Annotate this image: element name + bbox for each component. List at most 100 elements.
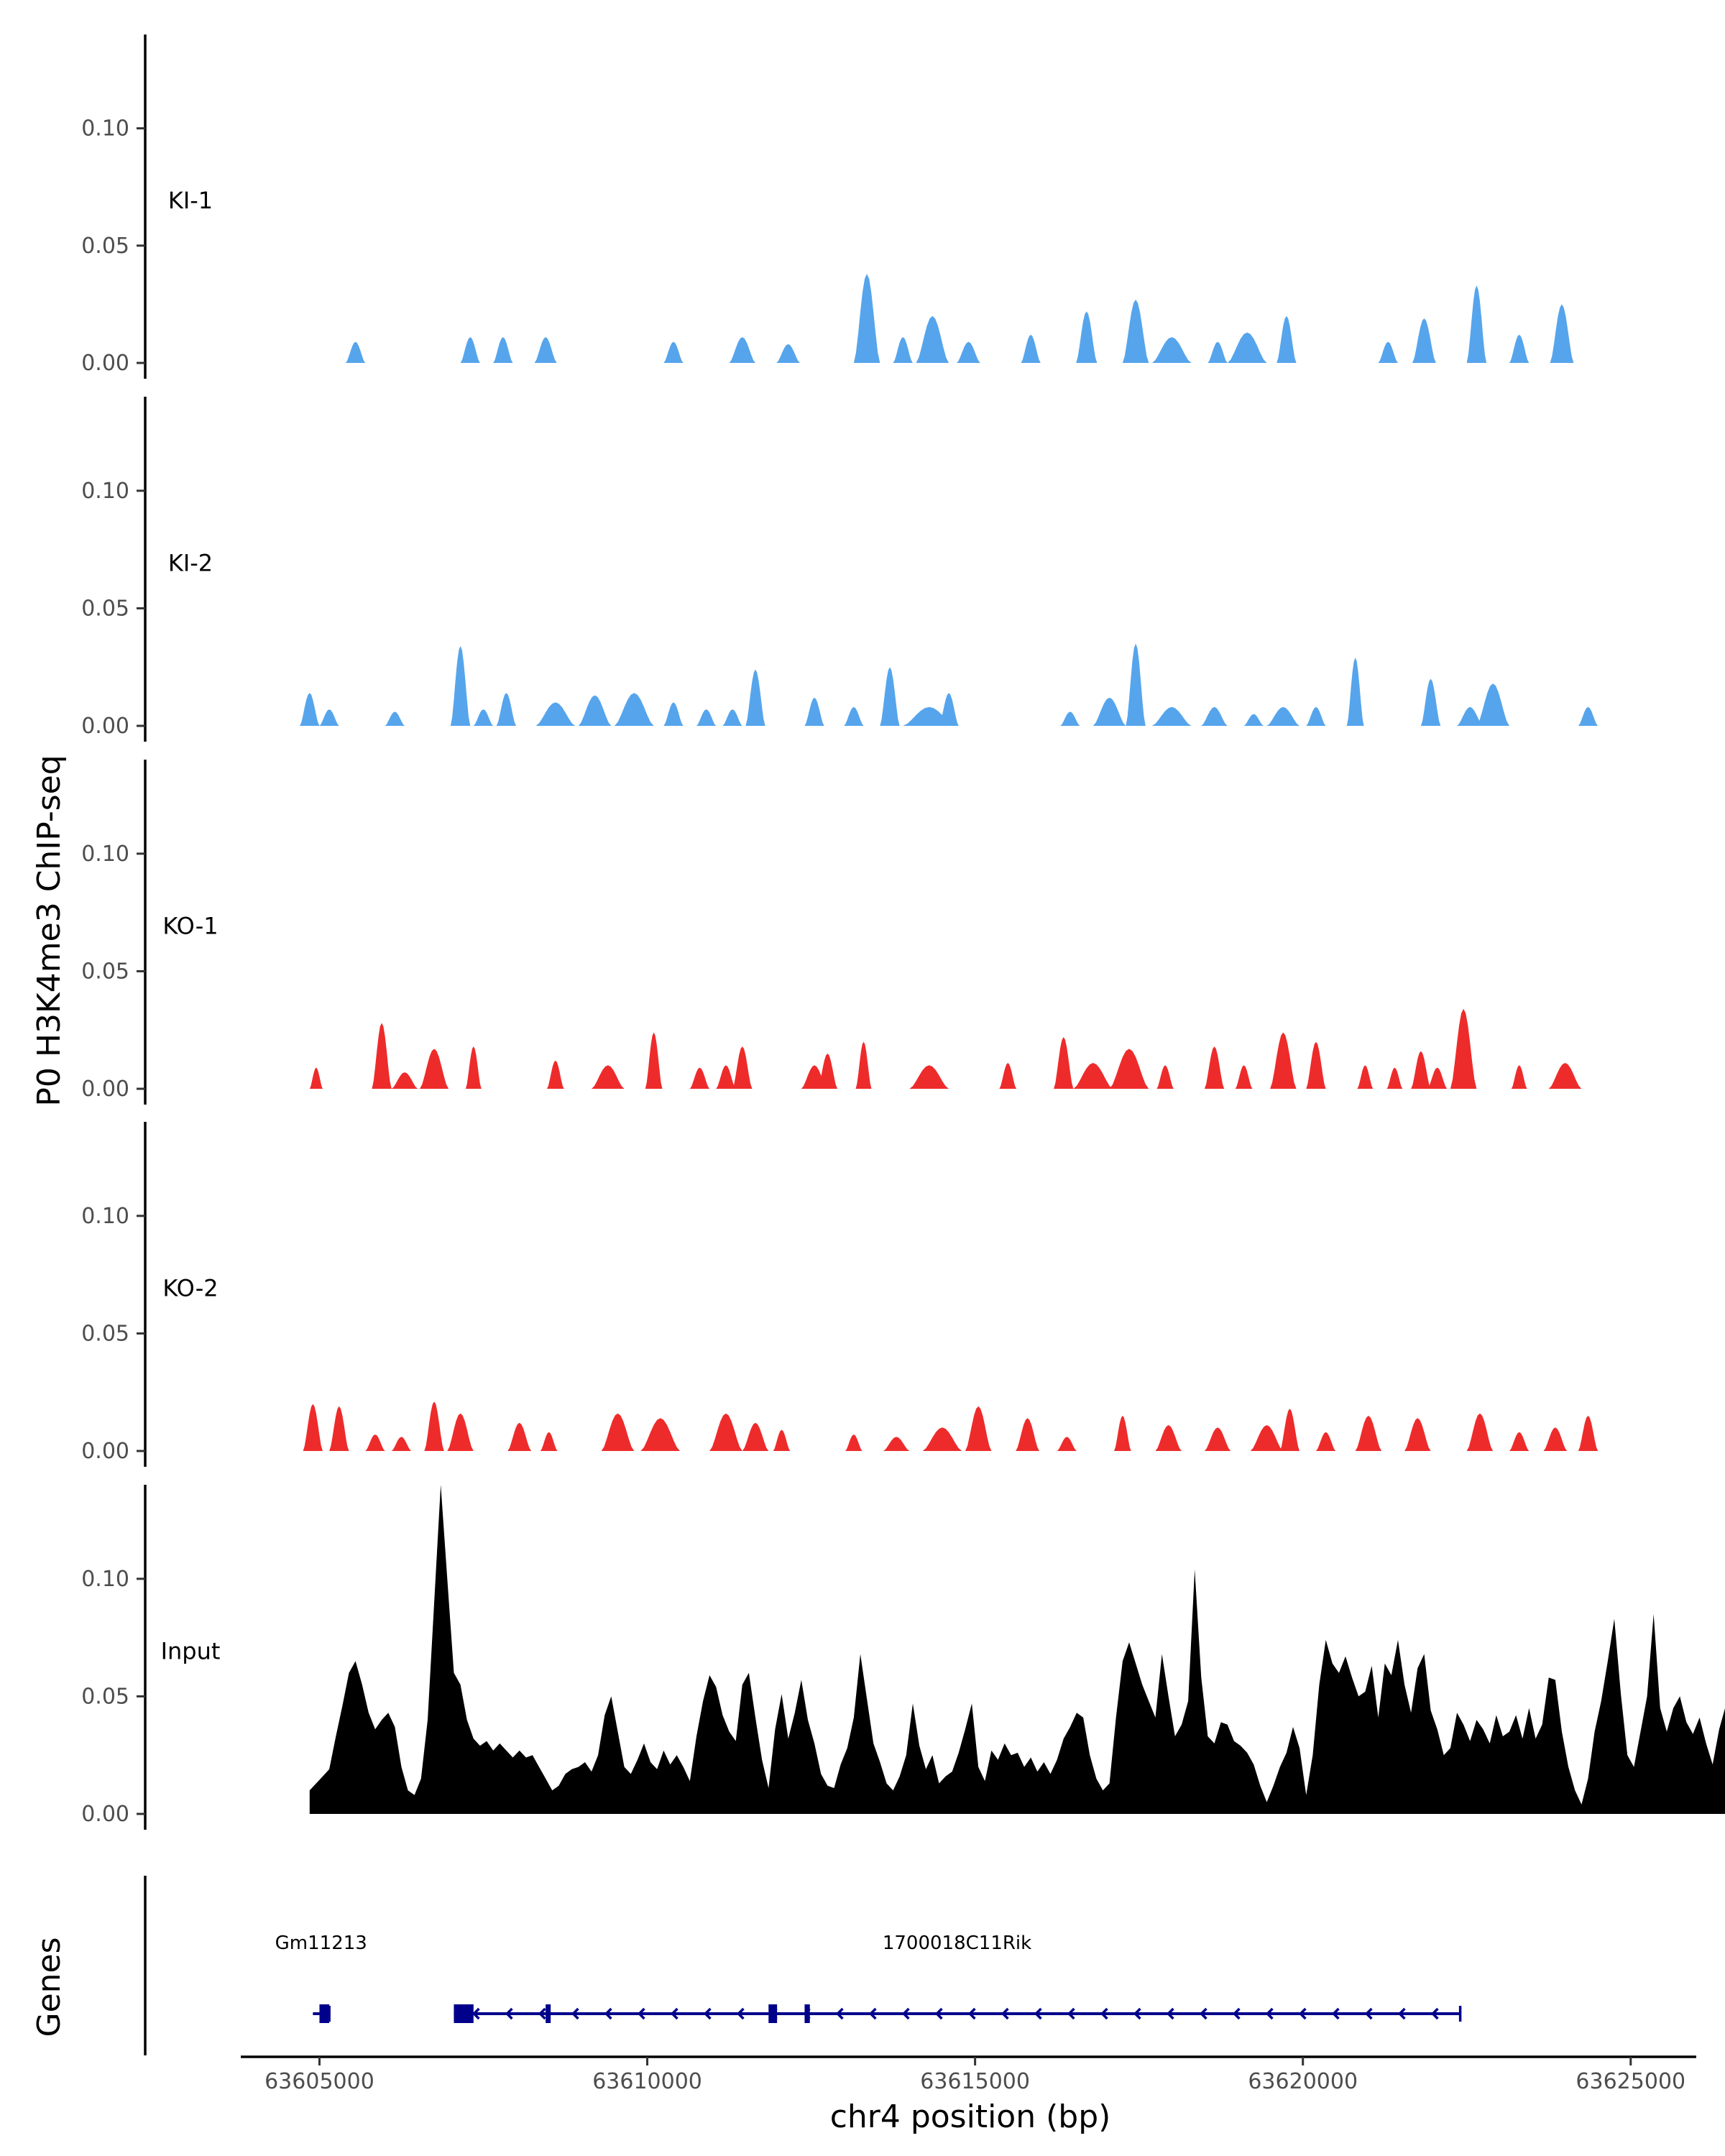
signal-peak <box>1276 315 1297 363</box>
strand-arrow <box>868 2007 877 2020</box>
exon <box>546 2004 551 2023</box>
signal-peak <box>493 337 513 363</box>
signal-peak <box>1155 1425 1182 1451</box>
signal-peak <box>844 706 864 726</box>
exon <box>319 2004 330 2023</box>
signal-peak <box>1306 706 1326 726</box>
strand-arrow <box>1430 2007 1439 2020</box>
signal-peak <box>578 695 612 726</box>
y-tick-label: 0.05 <box>81 1321 129 1346</box>
signal-peak <box>640 1418 681 1451</box>
signal-peak <box>1578 706 1598 726</box>
signal-peak <box>1126 643 1146 726</box>
signal-peak <box>776 344 801 363</box>
track-ki-1: 0.00 0.05 0.10 KI-1 <box>81 34 1574 379</box>
y-tick-label: 0.10 <box>81 1567 129 1592</box>
signal-peak <box>1243 714 1264 726</box>
signal-peak <box>1466 285 1487 363</box>
signal-peak <box>1151 337 1192 363</box>
gene-label: 1700018C11Rik <box>883 1932 1031 1954</box>
y-tick-label: 0.00 <box>81 351 129 376</box>
signal-peak <box>1092 697 1126 726</box>
strand-arrow <box>538 2007 546 2020</box>
signal-peak <box>1021 334 1041 363</box>
signal-peak <box>391 1437 412 1451</box>
strand-arrow <box>1232 2007 1241 2020</box>
signal-peak <box>1404 1418 1431 1451</box>
signal-peak <box>916 315 949 363</box>
signal-peak <box>1073 1063 1113 1089</box>
signal-peak <box>922 1427 962 1451</box>
signal-peak <box>300 693 320 726</box>
x-tick-label: 63605000 <box>264 2069 374 2094</box>
signal-peak <box>663 702 684 726</box>
gene-track: Gm11213 1700018C11Rik <box>144 1876 1462 2055</box>
signal-peak <box>716 1065 736 1089</box>
y-tick-label: 0.10 <box>81 1204 129 1229</box>
exon <box>804 2004 810 2023</box>
signal-peak <box>1054 1037 1074 1089</box>
strand-arrow <box>1397 2007 1406 2020</box>
y-tick-label: 0.00 <box>81 1439 129 1464</box>
signal-peak <box>965 1406 992 1451</box>
y-tick-label: 0.10 <box>81 116 129 142</box>
tracks-layer: 0.00 0.05 0.10 KI-1 0.00 0.05 0.10 KI-2 0.00 0.05… <box>81 34 1725 1830</box>
gene-gm11213: Gm11213 <box>275 1932 367 2023</box>
signal-peak <box>1208 341 1228 363</box>
signal-peak <box>1306 1041 1326 1089</box>
signal-peak <box>855 1041 872 1089</box>
y-tick-label: 0.05 <box>81 234 129 259</box>
signal-peak <box>1204 1427 1231 1451</box>
signal-peak <box>460 337 480 363</box>
signal-peak <box>1427 1067 1448 1089</box>
signal-peak <box>1279 1409 1300 1451</box>
signal-peak <box>592 1065 625 1089</box>
signal-peak <box>817 1053 838 1089</box>
track-ki-2: 0.00 0.05 0.10 KI-2 <box>81 397 1598 742</box>
signal-peak <box>853 274 880 363</box>
track-label: KO-1 <box>162 912 218 939</box>
track-label: Input <box>161 1637 221 1664</box>
signal-peak <box>601 1413 635 1451</box>
signal-peak <box>696 709 717 726</box>
strand-arrow <box>1265 2007 1274 2020</box>
track-label: KI-2 <box>168 549 213 576</box>
signal-peak <box>614 693 654 726</box>
strand-arrow <box>901 2007 910 2020</box>
signal-peak <box>745 669 765 726</box>
strand-arrow <box>934 2007 943 2020</box>
signal-peak <box>645 1032 663 1089</box>
signal-peak <box>1151 706 1192 726</box>
x-axis-title: chr4 position (bp) <box>830 2099 1111 2135</box>
strand-arrow <box>670 2007 678 2020</box>
signal-peak <box>1122 299 1149 363</box>
signal-peak <box>1550 304 1574 363</box>
strand-arrow <box>1133 2007 1141 2020</box>
exon <box>768 2004 778 2023</box>
signal-peak <box>319 709 339 726</box>
strand-arrow <box>1199 2007 1208 2020</box>
signal-peak <box>729 337 755 363</box>
strand-arrow <box>967 2007 976 2020</box>
signal-peak <box>1250 1425 1284 1451</box>
gene-1700018c11rik: 1700018C11Rik <box>454 1932 1462 2023</box>
signal-peak <box>1156 1065 1174 1089</box>
strand-arrow <box>835 2007 844 2020</box>
signal-peak <box>999 1063 1017 1089</box>
signal-peak <box>535 702 576 726</box>
signal-peak <box>663 341 684 363</box>
signal-peak <box>709 1413 742 1451</box>
signal-peak <box>496 693 517 726</box>
signal-peak <box>909 1065 949 1089</box>
track-label: KI-1 <box>168 187 213 214</box>
gene-label: Gm11213 <box>275 1932 367 1954</box>
signal-peak <box>1548 1063 1582 1089</box>
signal-peak <box>465 1046 482 1089</box>
signal-peak <box>883 1437 910 1451</box>
signal-peak <box>365 1434 385 1451</box>
signal-peak <box>303 1404 323 1451</box>
signal-peak <box>1060 711 1080 726</box>
signal-peak <box>1235 1065 1253 1089</box>
signal-peak <box>534 337 557 363</box>
strand-arrow <box>505 2007 513 2020</box>
